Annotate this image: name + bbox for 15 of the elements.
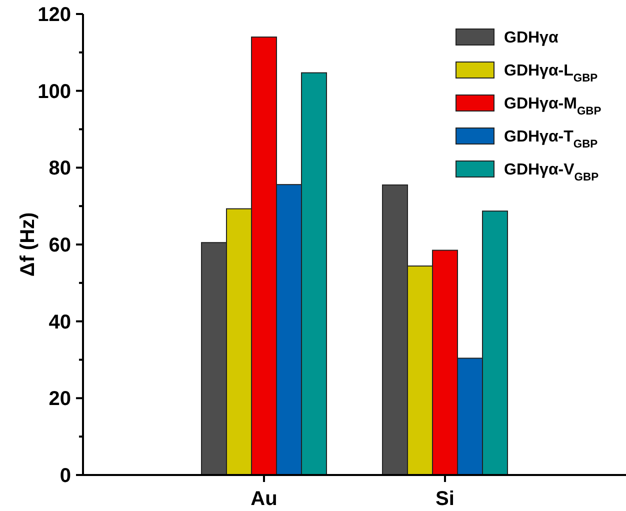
legend-label: GDHγα-V$_{GBP}$: [504, 162, 600, 184]
legend-label: GDHγα-T$_{GBP}$: [504, 128, 598, 151]
legend-label: GDHγα-L$_{GBP}$: [504, 62, 598, 85]
y-tick-label: 60: [48, 234, 71, 256]
y-tick-label: 100: [38, 80, 71, 103]
y-tick-label: 40: [48, 311, 71, 334]
legend-label: GDHγα: [504, 30, 558, 47]
y-tick-label: 0: [60, 465, 71, 487]
x-tick-label: Au: [250, 488, 278, 510]
y-tick-label: 20: [48, 388, 71, 410]
x-tick-label: Si: [436, 488, 454, 510]
y-tick-label: 80: [48, 158, 71, 180]
y-tick-label: 120: [38, 4, 71, 26]
y-axis-title: Δf (Hz): [17, 212, 39, 277]
legend-label: GDHγα-M$_{GBP}$: [504, 96, 602, 118]
